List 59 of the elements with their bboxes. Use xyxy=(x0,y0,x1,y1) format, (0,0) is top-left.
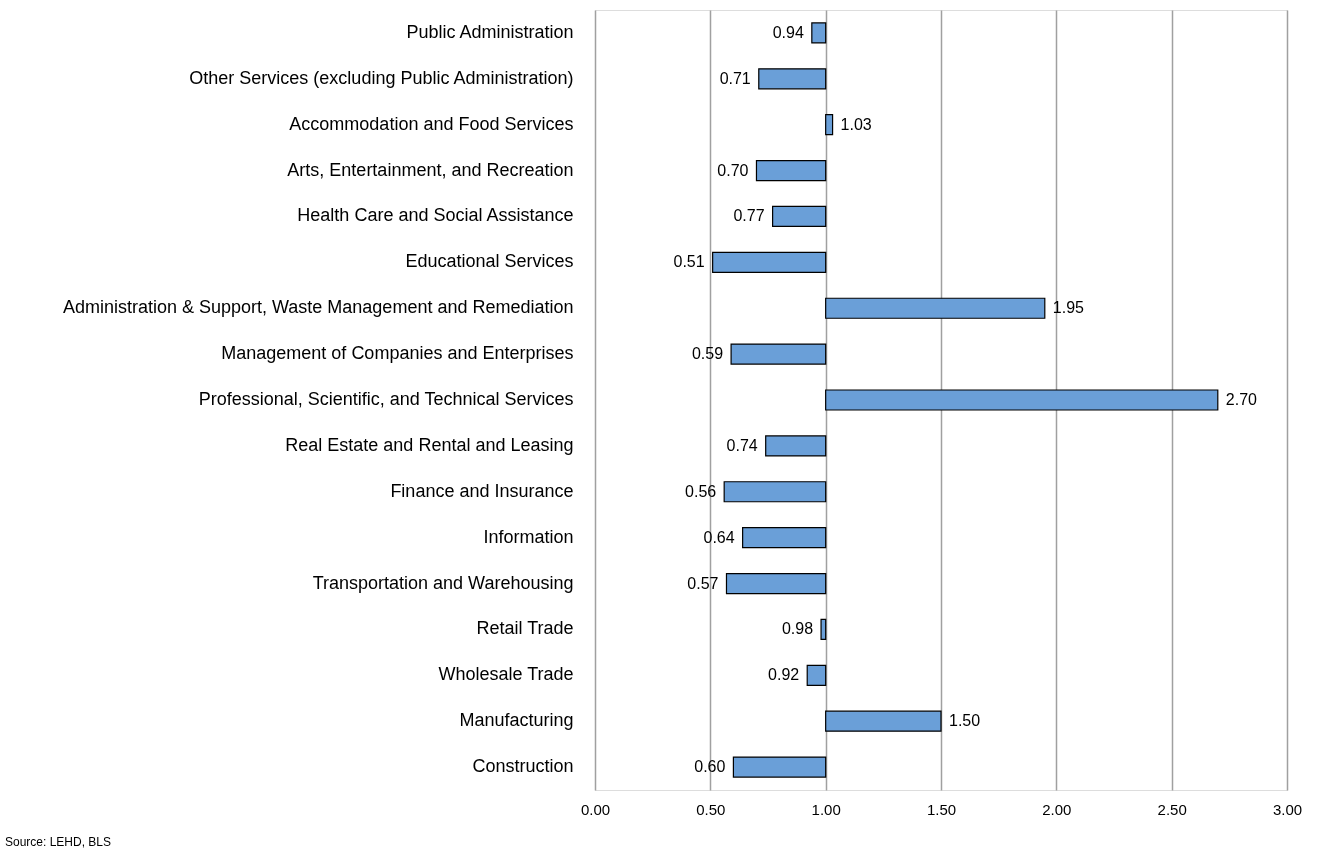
y-tick-label: Administration & Support, Waste Management and Remediation xyxy=(62,297,574,318)
data-label: 0.56 xyxy=(685,482,717,500)
y-tick-label: Educational Services xyxy=(405,251,574,272)
data-label: 0.57 xyxy=(687,574,719,592)
x-tick-label: 2.00 xyxy=(1042,800,1072,818)
bar xyxy=(811,22,827,44)
bar xyxy=(772,205,827,228)
bar xyxy=(725,572,827,595)
data-label: 0.94 xyxy=(772,23,804,41)
y-tick-label: Transportation and Warehousing xyxy=(312,572,574,593)
y-tick-label: Real Estate and Rental and Leasing xyxy=(285,434,574,455)
data-label: 0.74 xyxy=(726,436,758,454)
data-label: 0.60 xyxy=(694,758,726,776)
y-tick-label: Public Administration xyxy=(406,21,574,42)
bar xyxy=(806,664,827,686)
source-note: Source: LEHD, BLS xyxy=(5,835,112,849)
y-tick-label: Professional, Scientific, and Technical Services xyxy=(198,389,574,409)
data-label: 0.70 xyxy=(717,161,749,179)
data-label: 1.03 xyxy=(840,115,872,133)
bar xyxy=(723,481,827,503)
y-tick-label: Other Services (excluding Public Administration) xyxy=(189,67,574,88)
bar xyxy=(765,435,827,457)
y-tick-label: Construction xyxy=(472,756,574,777)
y-tick-label: Manufacturing xyxy=(459,710,574,731)
bar xyxy=(755,159,827,182)
data-label: 2.70 xyxy=(1225,391,1258,408)
bar xyxy=(825,710,942,732)
data-label: 0.92 xyxy=(768,666,800,684)
y-tick-label: Finance and Insurance xyxy=(390,480,574,501)
bar xyxy=(758,68,827,90)
bar xyxy=(825,389,1219,411)
bar xyxy=(742,527,827,549)
x-tick-label: 1.50 xyxy=(926,800,957,818)
y-tick-label: Accommodation and Food Services xyxy=(289,113,574,134)
x-tick-label: 0.00 xyxy=(580,800,611,818)
x-tick-label: 3.00 xyxy=(1272,800,1303,818)
data-label: 0.71 xyxy=(719,69,751,87)
bar xyxy=(712,251,827,273)
data-label: 0.64 xyxy=(703,528,735,546)
bar xyxy=(825,114,834,136)
x-tick-label: 2.50 xyxy=(1157,800,1187,818)
y-tick-label: Health Care and Social Assistance xyxy=(297,205,574,226)
data-label: 0.59 xyxy=(691,345,724,363)
bar xyxy=(730,343,827,365)
y-tick-label: Management of Companies and Enterprises xyxy=(221,343,574,364)
data-label: 0.98 xyxy=(781,620,814,638)
x-tick-label: 0.50 xyxy=(696,800,726,818)
y-tick-label: Wholesale Trade xyxy=(438,664,574,685)
y-tick-label: Arts, Entertainment, and Recreation xyxy=(287,159,574,180)
data-label: 0.77 xyxy=(733,207,765,225)
bar xyxy=(732,756,827,778)
y-tick-label: Information xyxy=(483,526,574,547)
x-tick-label: 1.00 xyxy=(811,800,841,818)
bar xyxy=(825,297,1046,319)
bar xyxy=(820,618,827,641)
y-tick-label: Retail Trade xyxy=(476,618,574,639)
data-label: 1.50 xyxy=(949,712,981,730)
data-label: 0.51 xyxy=(673,253,705,271)
data-label: 1.95 xyxy=(1052,299,1085,317)
